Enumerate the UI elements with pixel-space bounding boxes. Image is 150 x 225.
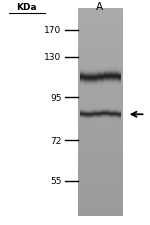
- Text: 130: 130: [44, 53, 62, 62]
- Text: 55: 55: [50, 177, 62, 186]
- Text: 170: 170: [44, 26, 62, 35]
- Text: 95: 95: [50, 93, 62, 102]
- Text: 72: 72: [50, 136, 61, 145]
- Text: KDa: KDa: [16, 3, 37, 12]
- Text: A: A: [96, 2, 103, 12]
- Bar: [78, 9, 123, 216]
